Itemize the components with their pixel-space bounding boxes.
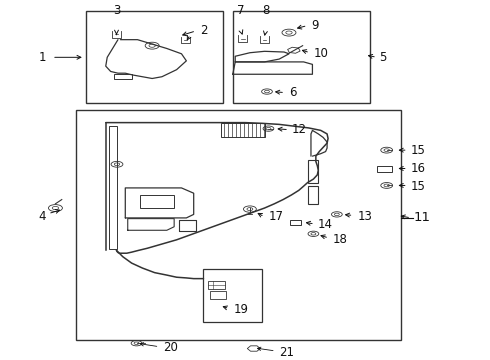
Bar xyxy=(140,195,174,208)
Bar xyxy=(76,110,401,340)
Bar xyxy=(377,166,392,172)
Text: 20: 20 xyxy=(163,341,178,354)
Text: 8: 8 xyxy=(262,4,269,17)
Bar xyxy=(208,282,225,289)
Text: 2: 2 xyxy=(200,24,208,37)
Text: 4: 4 xyxy=(39,210,46,222)
Text: 14: 14 xyxy=(318,219,332,231)
Text: 19: 19 xyxy=(233,303,248,316)
Text: 15: 15 xyxy=(411,144,426,157)
Text: 10: 10 xyxy=(314,47,328,60)
Text: 3: 3 xyxy=(113,4,120,17)
Bar xyxy=(109,126,117,249)
Text: 15: 15 xyxy=(411,180,426,193)
Text: 17: 17 xyxy=(269,210,283,223)
Text: 13: 13 xyxy=(357,210,372,222)
Bar xyxy=(210,291,226,299)
Bar xyxy=(114,74,132,79)
Text: 12: 12 xyxy=(292,123,306,136)
Text: 18: 18 xyxy=(333,233,348,246)
Bar xyxy=(290,220,301,225)
Text: 1: 1 xyxy=(39,51,46,64)
Text: 21: 21 xyxy=(279,346,294,359)
Bar xyxy=(203,269,262,322)
Text: 7: 7 xyxy=(237,4,245,17)
Text: 5: 5 xyxy=(379,51,387,64)
Bar xyxy=(308,160,319,183)
Bar xyxy=(308,186,319,204)
Text: 11: 11 xyxy=(414,211,431,224)
Bar xyxy=(86,12,223,103)
Text: 16: 16 xyxy=(411,162,426,175)
Bar xyxy=(220,123,265,138)
Bar xyxy=(233,12,369,103)
Text: 6: 6 xyxy=(289,86,296,99)
Text: 9: 9 xyxy=(311,19,318,32)
